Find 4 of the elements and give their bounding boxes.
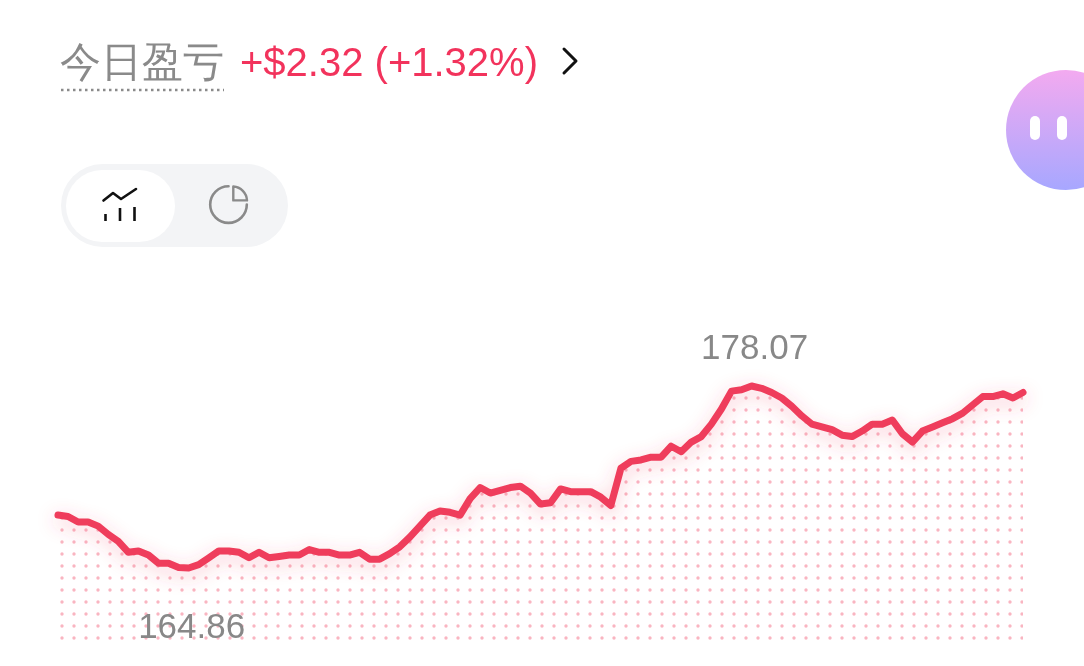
value-label: 164.86 <box>138 606 246 645</box>
value-label: 178.07 <box>701 327 809 366</box>
subtitle: +$2.32 (+1.32%) <box>240 40 538 84</box>
title: 今日盈亏 <box>60 39 224 85</box>
